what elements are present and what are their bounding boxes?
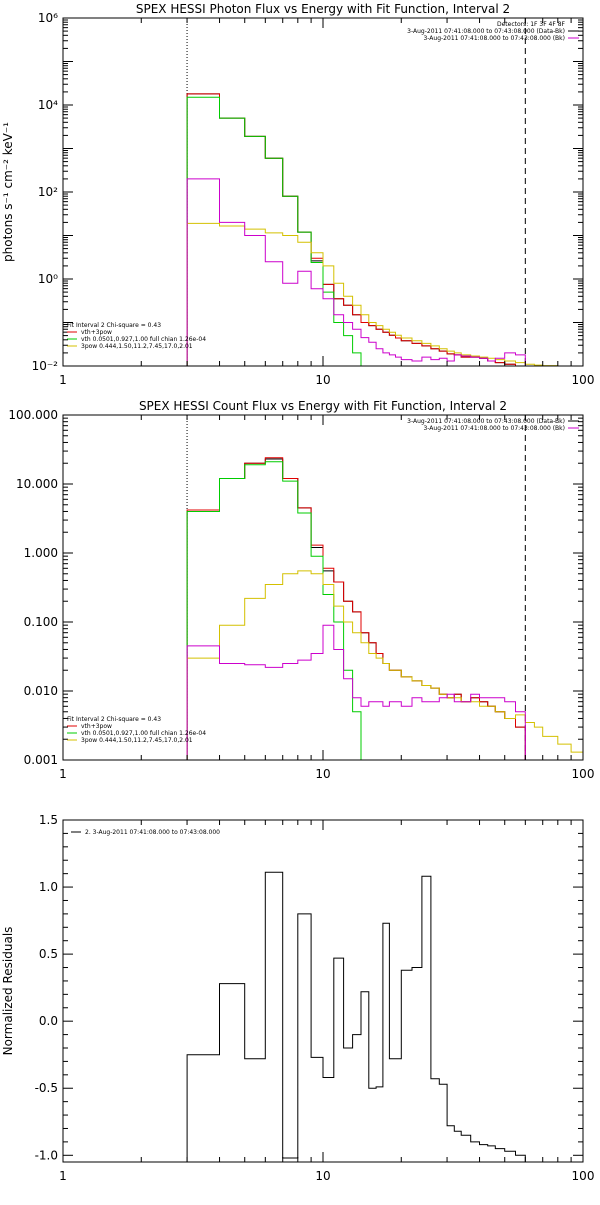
y-tick-label: 10² (38, 185, 58, 199)
x-tick-label: 1 (59, 1169, 67, 1183)
x-tick-label: 1 (59, 373, 67, 387)
x-tick-label: 100 (572, 1169, 595, 1183)
series-line-bk (186, 178, 526, 366)
legend-entry: vth+3pow (81, 723, 112, 730)
x-tick-label: 1 (59, 767, 67, 781)
series-line-3pow (186, 570, 583, 760)
legend-entry: 3-Aug-2011 07:41:08.000 to 07:43:08.000 … (423, 425, 565, 432)
chart-panel-3: Normalized Residuals 1 10 100 -1.0 -0.5 0.0 0.5… (1, 813, 594, 1183)
chart-panel-2: SPEX HESSI Count Flux vs Energy with Fit… (8, 399, 594, 781)
x-tick-label: 10 (315, 767, 330, 781)
chart-panel-1: SPEX HESSI Photon Flux vs Energy with Fi… (1, 2, 594, 387)
x-tick-label: 10 (315, 1169, 330, 1183)
plot-frame (62, 17, 584, 367)
y-tick-label: 0.100 (24, 615, 58, 629)
y-tick-label: 10.000 (16, 477, 58, 491)
y-tick-label: 10⁻² (32, 359, 59, 373)
y-axis-label: Normalized Residuals (1, 927, 15, 1056)
y-tick-label: -1.0 (35, 1148, 58, 1162)
series-line-3pow (186, 222, 559, 366)
chart-title: SPEX HESSI Count Flux vs Energy with Fit… (139, 399, 507, 413)
legend-entry: vth+3pow (81, 329, 112, 336)
series-group (186, 871, 526, 1162)
y-tick-label: 1.0 (39, 880, 58, 894)
legend-entry: Fit Interval 2 Chi-square = 0.43 (67, 322, 161, 329)
legend-entry: 3-Aug-2011 07:41:08.000 to 07:43:08.000 … (407, 28, 565, 35)
legend-entry: vth 0.0501,0.927,1.00 full chian 1.26e-0… (81, 336, 206, 343)
x-tick-label: 10 (315, 373, 330, 387)
series-line-bk (186, 624, 526, 760)
series-line-vth (186, 96, 370, 366)
chart-title: SPEX HESSI Photon Flux vs Energy with Fi… (136, 2, 510, 16)
y-axis-label: photons s⁻¹ cm⁻² keV⁻¹ (1, 122, 15, 262)
y-tick-label: 0.010 (24, 684, 58, 698)
y-tick-label: -0.5 (35, 1081, 58, 1095)
y-tick-label: 10⁰ (38, 272, 58, 286)
y-tick-label: 10⁶ (38, 11, 58, 25)
legend-entry: Fit Interval 2 Chi-square = 0.43 (67, 716, 161, 723)
x-tick-label: 100 (572, 373, 595, 387)
legend-entry: 3-Aug-2011 07:41:08.000 to 07:43:08.000 … (423, 35, 565, 42)
series-line-vth (186, 461, 370, 760)
plot-frame (62, 819, 584, 1163)
series-line-vth-3pow (186, 457, 526, 760)
y-tick-label: 1.5 (39, 813, 58, 827)
legend-entry: 3-Aug-2011 07:41:08.000 to 07:43:08.000 … (407, 418, 565, 425)
legend-entry: 2. 3-Aug-2011 07:41:08.000 to 07:43:08.0… (85, 829, 220, 836)
y-tick-label: 100.000 (8, 408, 58, 422)
y-tick-label: 0.5 (39, 947, 58, 961)
y-tick-label: 10⁴ (38, 98, 58, 112)
legend-entry: Detectors: 1F 3F 4F 8F (497, 21, 566, 28)
y-tick-label: 0.001 (24, 753, 58, 767)
y-tick-label: 1.000 (24, 546, 58, 560)
series-group (186, 93, 559, 366)
y-tick-label: 0.0 (39, 1014, 58, 1028)
legend-entry: 3pow 0.444,1.50,11.2,7.45,17.0,2.01 (81, 343, 193, 350)
legend-entry: vth 0.0501,0.927,1.00 full chian 1.26e-0… (81, 730, 206, 737)
x-tick-label: 100 (572, 767, 595, 781)
legend-entry: 3pow 0.444,1.50,11.2,7.45,17.0,2.01 (81, 737, 193, 744)
series-line-residuals (186, 871, 526, 1162)
series-group (186, 457, 583, 760)
